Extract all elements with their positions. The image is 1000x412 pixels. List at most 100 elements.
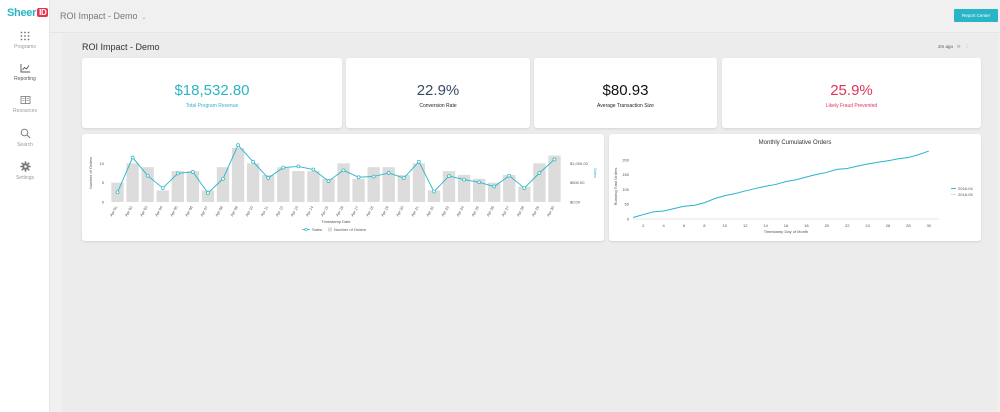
x-tick-label: Apr 13	[290, 206, 299, 218]
x-tick-label: Apr 17	[350, 206, 359, 218]
chart-bar	[533, 163, 546, 202]
chart-point	[175, 171, 180, 176]
y-tick-label: 5	[102, 180, 105, 185]
x-tick-label: Apr 18	[365, 206, 374, 218]
legend-orders-marker	[328, 227, 332, 232]
chart-point	[130, 155, 135, 160]
y-axis-title: Running Total Orders	[613, 168, 618, 206]
chart-bar	[472, 178, 486, 202]
x-tick-label: 4	[662, 223, 665, 228]
chart-point	[236, 143, 240, 148]
legend-label: 2018-05	[958, 192, 973, 197]
kpi-label: Conversion Rate	[419, 103, 457, 109]
chart-point	[191, 169, 195, 174]
chart-point	[401, 176, 406, 180]
x-tick-label: Apr 01	[109, 206, 118, 218]
kpi-card-fraud[interactable]: 25.9% Likely Fraud Prevented	[722, 58, 981, 128]
chart-point	[537, 171, 542, 175]
y2-tick-label: $1,000.00	[570, 161, 589, 166]
chart-point	[281, 165, 286, 170]
chart-point	[296, 164, 301, 169]
chart-point	[507, 173, 512, 178]
chart-point	[356, 175, 361, 180]
sidebar-item-label: Programs	[14, 44, 36, 50]
kpi-card-revenue[interactable]: $18,532.80 Total Program Revenue	[82, 58, 342, 128]
sidebar-item-resources[interactable]: Resources	[0, 95, 50, 114]
sidebar-item-label: Settings	[15, 175, 35, 181]
x-tick-label: 28	[906, 223, 911, 228]
chart-bar	[518, 186, 531, 202]
x-tick-label: Apr 12	[275, 206, 284, 218]
chart-point	[447, 174, 451, 178]
kpi-card-transaction-size[interactable]: $80.93 Average Transaction Size	[534, 58, 717, 128]
chart-point	[386, 171, 391, 175]
x-tick-label: Apr 15	[320, 206, 329, 218]
chevron-down-icon[interactable]: ⌄	[141, 15, 147, 21]
sidebar-item-programs[interactable]: Programs	[0, 31, 50, 50]
x-tick-label: 12	[743, 223, 748, 228]
chart-bar	[141, 167, 154, 202]
x-tick-label: 20	[825, 223, 830, 228]
app-title[interactable]: ROI Impact - Demo ⌄	[60, 11, 147, 21]
report-center-button[interactable]: Report Center	[954, 9, 998, 22]
x-tick-label: Apr 24	[456, 206, 465, 218]
sidebar-item-label: Reporting	[14, 76, 36, 82]
sidebar-item-settings[interactable]: Settings	[0, 161, 50, 181]
sidebar-item-search[interactable]: Search	[0, 128, 50, 148]
chart-point	[462, 177, 466, 182]
kpi-card-conversion[interactable]: 22.9% Conversion Rate	[346, 58, 530, 128]
chart-bar	[292, 171, 305, 202]
chart-icon	[20, 64, 30, 73]
x-tick-label: Apr 09	[230, 206, 239, 218]
chart-bar	[277, 167, 290, 202]
chart-bar	[246, 163, 260, 202]
chart-bar	[307, 171, 320, 202]
refresh-icon[interactable]: ⟳	[957, 44, 961, 49]
x-tick-label: 16	[784, 223, 789, 228]
chart-bar	[367, 167, 380, 202]
chart-point	[251, 159, 255, 164]
chart-bar	[156, 190, 169, 202]
x-tick-label: Apr 22	[426, 206, 435, 218]
x-tick-label: 26	[886, 223, 891, 228]
sidebar-item-label: Resources	[13, 108, 37, 114]
chart-point	[371, 174, 376, 179]
sidebar: Sheer ID Programs Reporting Resources	[0, 0, 50, 412]
x-tick-label: Apr 02	[124, 206, 133, 218]
search-icon	[20, 128, 30, 139]
cumulative-line	[632, 150, 929, 219]
x-tick-label: 30	[927, 223, 932, 228]
x-tick-label: Apr 21	[411, 206, 420, 218]
chart-bar	[548, 155, 561, 202]
sidebar-item-label: Search	[17, 142, 33, 148]
orders-sales-chart-card: 0 5 10 $0.00 $500.00 $1,000.00 Apr 01 Apr 02 Apr…	[82, 134, 604, 241]
y-tick-label: 0	[627, 217, 630, 222]
sidebar-item-reporting[interactable]: Reporting	[0, 63, 50, 82]
chart-point	[326, 179, 331, 183]
kpi-label: Average Transaction Size	[597, 103, 654, 109]
more-options-icon[interactable]: ⋮	[964, 44, 970, 49]
x-tick-label: 14	[763, 223, 768, 228]
chart-bar	[412, 163, 426, 202]
y2-tick-label: $500.00	[570, 180, 585, 185]
chart-bar	[186, 171, 200, 202]
y2-axis-title: Sales	[593, 168, 598, 178]
chart-point	[492, 184, 497, 189]
x-tick-label: Apr 19	[381, 206, 390, 218]
kpi-value: $80.93	[602, 82, 649, 99]
y-tick-label: 0	[102, 200, 105, 205]
kpi-value: 22.9%	[416, 82, 460, 99]
chart-bar	[397, 174, 410, 202]
legend-label: 2018-04	[958, 186, 973, 191]
chart-point	[552, 157, 557, 162]
dashboard-meta: 2m ago ⟳ ⋮	[938, 44, 969, 50]
x-tick-label: 8	[703, 223, 706, 228]
x-tick-label: Apr 08	[215, 206, 224, 218]
x-tick-label: Apr 20	[396, 206, 405, 218]
x-axis-title: Timestamp Day of Month	[764, 229, 809, 234]
chart-point	[341, 168, 346, 173]
logo[interactable]: Sheer ID	[7, 7, 49, 19]
kpi-label: Total Program Revenue	[185, 103, 239, 109]
chart-bar	[427, 190, 441, 202]
